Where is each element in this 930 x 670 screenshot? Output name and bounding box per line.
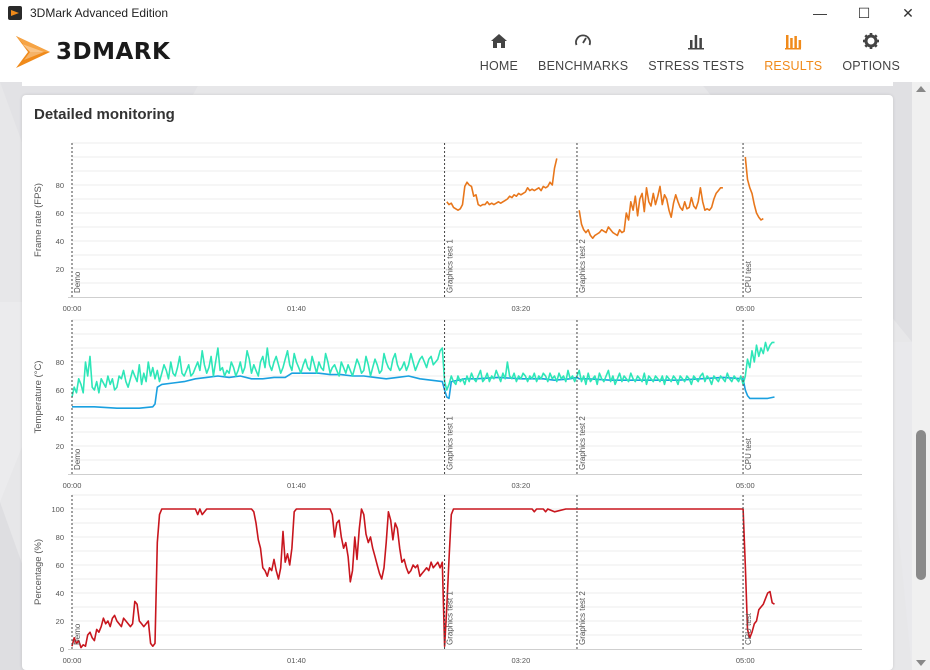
series-line-2 [578, 185, 723, 239]
y-tick-label: 60 [56, 561, 64, 570]
series-line-1 [446, 158, 558, 211]
x-tick-label: 05:00 [736, 481, 755, 490]
logo-text: 3DMARK [56, 39, 171, 65]
x-tick-label: 01:40 [287, 304, 306, 313]
y-tick-label: 100 [51, 505, 64, 514]
y-axis-label: Frame rate (FPS) [33, 183, 44, 257]
x-tick-label: 00:00 [63, 304, 82, 313]
test-marker-label: CPU test [744, 437, 753, 470]
nav-options-label: OPTIONS [842, 59, 900, 73]
window-controls: — ☐ ✕ [798, 0, 930, 26]
scrollbar-thumb[interactable] [916, 430, 926, 580]
test-marker-label: Graphics test 1 [446, 591, 455, 645]
test-marker-label: CPU test [744, 612, 753, 645]
x-tick-label: 00:00 [63, 481, 82, 490]
x-tick-label: 03:20 [511, 304, 530, 313]
app-header: 3DMARK HOME BENCHMARKS STRESS TESTS [0, 26, 930, 82]
nav-benchmarks-label: BENCHMARKS [538, 59, 629, 73]
minimize-button[interactable]: — [813, 5, 827, 21]
chart-panel-2: 20 40 60 80 Temperature (°C) 00:00 01:40 03:20 0… [33, 319, 862, 490]
x-tick-label: 01:40 [287, 481, 306, 490]
y-tick-label: 40 [56, 237, 64, 246]
y-tick-label: 60 [56, 386, 64, 395]
scroll-up-arrow-icon[interactable] [916, 86, 926, 92]
x-tick-label: 00:00 [63, 656, 82, 665]
test-marker-label: Graphics test 1 [446, 416, 455, 470]
app-icon [8, 6, 22, 20]
y-tick-label: 40 [56, 414, 64, 423]
maximize-button[interactable]: ☐ [857, 4, 871, 21]
y-tick-label: 80 [56, 533, 64, 542]
nav-results-label: RESULTS [764, 59, 823, 73]
chart-panel-3: 0 20 40 60 80 100 Percentage (%) 00:00 01:40 03:2… [33, 494, 862, 665]
logo-wings-icon [16, 36, 50, 68]
test-marker-label: Graphics test 2 [578, 239, 587, 293]
y-tick-label: 80 [56, 358, 64, 367]
3dmark-logo[interactable]: 3DMARK [16, 32, 170, 72]
window-title: 3DMark Advanced Edition [30, 6, 169, 20]
test-marker-label: Graphics test 2 [578, 416, 587, 470]
main-nav: HOME BENCHMARKS STRESS TESTS [460, 26, 900, 82]
test-marker-label: Demo [73, 271, 82, 293]
y-tick-label: 60 [56, 209, 64, 218]
scroll-down-arrow-icon[interactable] [916, 660, 926, 666]
y-tick-label: 0 [60, 645, 64, 654]
x-tick-label: 01:40 [287, 656, 306, 665]
y-tick-label: 40 [56, 589, 64, 598]
y-tick-label: 20 [56, 265, 64, 274]
detailed-monitoring-panel: Detailed monitoring [22, 95, 893, 670]
bars-icon [688, 35, 705, 50]
test-marker-label: Graphics test 2 [578, 591, 587, 645]
chart-panel-1: 20 40 60 80 Frame rate (FPS) 00:00 01:40 03:20 0… [33, 142, 862, 313]
gauge-icon [575, 34, 592, 46]
series-line-1 [72, 372, 775, 409]
panel-title: Detailed monitoring [34, 106, 175, 123]
test-marker-label: Demo [73, 623, 82, 645]
nav-benchmarks[interactable]: BENCHMARKS [538, 26, 628, 82]
close-button[interactable]: ✕ [902, 4, 914, 21]
test-marker-label: Graphics test 1 [446, 239, 455, 293]
gear-icon [863, 33, 880, 49]
vertical-scrollbar[interactable] [912, 82, 930, 670]
y-tick-label: 20 [56, 617, 64, 626]
x-tick-label: 05:00 [736, 656, 755, 665]
x-tick-label: 05:00 [736, 304, 755, 313]
y-tick-label: 80 [56, 181, 64, 190]
nav-results[interactable]: RESULTS [764, 26, 822, 82]
series-line-1 [71, 508, 775, 649]
results-chart-icon [785, 35, 802, 50]
y-tick-label: 20 [56, 442, 64, 451]
x-tick-label: 03:20 [511, 481, 530, 490]
nav-stress-tests-label: STRESS TESTS [648, 59, 745, 73]
series-line-3 [744, 156, 764, 221]
nav-home[interactable]: HOME [480, 26, 518, 82]
y-axis-label: Percentage (%) [33, 539, 44, 605]
test-marker-label: CPU test [744, 260, 753, 293]
nav-options[interactable]: OPTIONS [842, 26, 900, 82]
x-tick-label: 03:20 [511, 656, 530, 665]
nav-home-label: HOME [479, 59, 519, 73]
previous-panel-edge [22, 82, 893, 86]
nav-stress-tests[interactable]: STRESS TESTS [648, 26, 744, 82]
home-icon [490, 34, 507, 48]
test-marker-label: Demo [73, 448, 82, 470]
series-line-2 [71, 341, 775, 398]
title-bar: 3DMark Advanced Edition — ☐ ✕ [0, 0, 930, 26]
y-axis-label: Temperature (°C) [33, 361, 44, 434]
